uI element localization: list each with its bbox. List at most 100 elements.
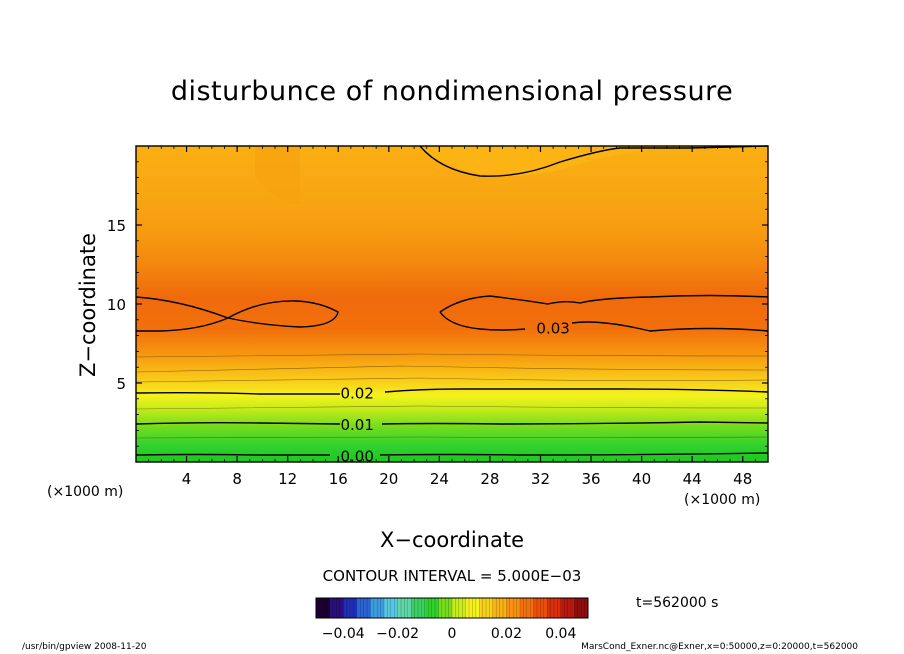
minor-contour bbox=[135, 353, 769, 358]
colorbar-cell bbox=[499, 598, 504, 618]
colorbar-cell bbox=[543, 598, 548, 618]
colorbar-cell bbox=[506, 598, 511, 618]
colorbar-cell bbox=[329, 598, 334, 618]
colorbar-cell bbox=[462, 598, 466, 618]
colorbar-cell bbox=[438, 598, 443, 618]
contour-line-0.03-left-b bbox=[227, 300, 339, 328]
colorbar-cell bbox=[554, 598, 558, 618]
colorbar-tick-label: −0.02 bbox=[376, 626, 419, 642]
colorbar-cell bbox=[356, 598, 361, 618]
colorbar-cell bbox=[397, 598, 402, 618]
footer-source: MarsCond_Exner.nc@Exner,x=0:50000,z=0:20… bbox=[581, 642, 858, 652]
colorbar-cell bbox=[418, 598, 422, 618]
colorbar-cell bbox=[390, 598, 395, 618]
colorbar-cell bbox=[404, 598, 409, 618]
contour-line-top bbox=[419, 145, 769, 177]
colorbar-cell bbox=[560, 598, 565, 618]
colorbar-cell bbox=[479, 598, 483, 618]
colorbar-cell bbox=[465, 598, 470, 618]
colorbar-cell bbox=[360, 598, 364, 618]
colorbar-cell bbox=[523, 598, 528, 618]
colorbar-cell bbox=[353, 598, 358, 618]
colorbar-cell bbox=[564, 598, 568, 618]
contour-line-0.02 bbox=[135, 388, 769, 395]
x-tick-label: 4 bbox=[182, 470, 192, 488]
colorbar-cell bbox=[584, 598, 589, 618]
colorbar-cell bbox=[557, 598, 562, 618]
colorbar-cell bbox=[540, 598, 545, 618]
colorbar-cell bbox=[441, 598, 446, 618]
y-tick-label: 10 bbox=[107, 296, 126, 314]
colorbar-cell bbox=[428, 598, 432, 618]
minor-contour bbox=[135, 405, 769, 410]
y-tick-label: 5 bbox=[116, 375, 126, 393]
colorbar-cell bbox=[346, 598, 351, 618]
contour-interval-label: CONTOUR INTERVAL = 5.000E−03 bbox=[322, 567, 582, 585]
colorbar-cell bbox=[387, 598, 392, 618]
colorbar-tick-label: 0 bbox=[448, 626, 457, 642]
colorbar-cell bbox=[363, 598, 368, 618]
contour-line-0.03-right bbox=[439, 294, 769, 313]
colorbar-cell bbox=[424, 598, 429, 618]
colorbar-cell bbox=[343, 598, 347, 618]
colorbar-cell bbox=[336, 598, 341, 618]
colorbar-cell bbox=[503, 598, 507, 618]
colorbar-cell bbox=[431, 598, 436, 618]
minor-contour-lines bbox=[135, 353, 769, 439]
colorbar-cell bbox=[475, 598, 480, 618]
colorbar-cell bbox=[380, 598, 385, 618]
footer-command: /usr/bin/gpview 2008-11-20 bbox=[22, 642, 147, 652]
colorbar-cell bbox=[333, 598, 337, 618]
colorbar-cell bbox=[486, 598, 490, 618]
x-tick-label: 8 bbox=[232, 470, 242, 488]
colorbar-cell bbox=[384, 598, 388, 618]
colorbar-cell bbox=[482, 598, 487, 618]
colorbar-cell bbox=[316, 598, 320, 618]
colorbar-cell bbox=[547, 598, 551, 618]
x-tick-label: 44 bbox=[683, 470, 702, 488]
contour-line-0.01 bbox=[135, 421, 769, 425]
contour-label: 0.02 bbox=[340, 384, 373, 402]
x-tick-label: 24 bbox=[430, 470, 449, 488]
contour-lines bbox=[135, 145, 769, 456]
colorbar-cell bbox=[550, 598, 555, 618]
colorbar-cell bbox=[452, 598, 456, 618]
colorbar-cell bbox=[370, 598, 375, 618]
contour-line-0.00 bbox=[135, 452, 769, 456]
shade-patch bbox=[255, 146, 300, 205]
colorbar-cell bbox=[513, 598, 517, 618]
colorbar-cell bbox=[571, 598, 575, 618]
colorbar-tick-label: −0.04 bbox=[322, 626, 365, 642]
colorbar-cell bbox=[394, 598, 398, 618]
colorbar-cell bbox=[319, 598, 324, 618]
colorbar-cell bbox=[509, 598, 514, 618]
time-label: t=562000 s bbox=[636, 595, 719, 611]
contour-label: 0.03 bbox=[536, 320, 569, 338]
colorbar-cell bbox=[577, 598, 582, 618]
x-unit-label-right: (×1000 m) bbox=[684, 492, 761, 508]
colorbar-cell bbox=[339, 598, 344, 618]
colorbar-tick-label: 0.04 bbox=[545, 626, 576, 642]
colorbar-cell bbox=[574, 598, 579, 618]
x-tick-label: 28 bbox=[480, 470, 499, 488]
colorbar-cell bbox=[326, 598, 330, 618]
y-tick-label: 15 bbox=[107, 217, 126, 235]
colorbar-cell bbox=[458, 598, 463, 618]
y-axis-label: Z−coordinate bbox=[76, 233, 100, 377]
x-unit-label-left: (×1000 m) bbox=[47, 484, 124, 500]
x-tick-label: 16 bbox=[329, 470, 348, 488]
shade-patch bbox=[420, 146, 690, 177]
colorbar-cell bbox=[526, 598, 531, 618]
colorbar-cell bbox=[448, 598, 453, 618]
x-tick-label: 12 bbox=[278, 470, 297, 488]
minor-contour bbox=[135, 365, 769, 373]
colorbar-cell bbox=[407, 598, 412, 618]
colorbar-frame bbox=[315, 597, 589, 619]
chart-title: disturbunce of nondimensional pressure bbox=[170, 76, 734, 107]
colorbar-cell bbox=[373, 598, 378, 618]
x-tick-label: 36 bbox=[581, 470, 600, 488]
x-axis-label: X−coordinate bbox=[380, 528, 524, 552]
colorbar-cell bbox=[516, 598, 521, 618]
colorbar-cell bbox=[350, 598, 354, 618]
